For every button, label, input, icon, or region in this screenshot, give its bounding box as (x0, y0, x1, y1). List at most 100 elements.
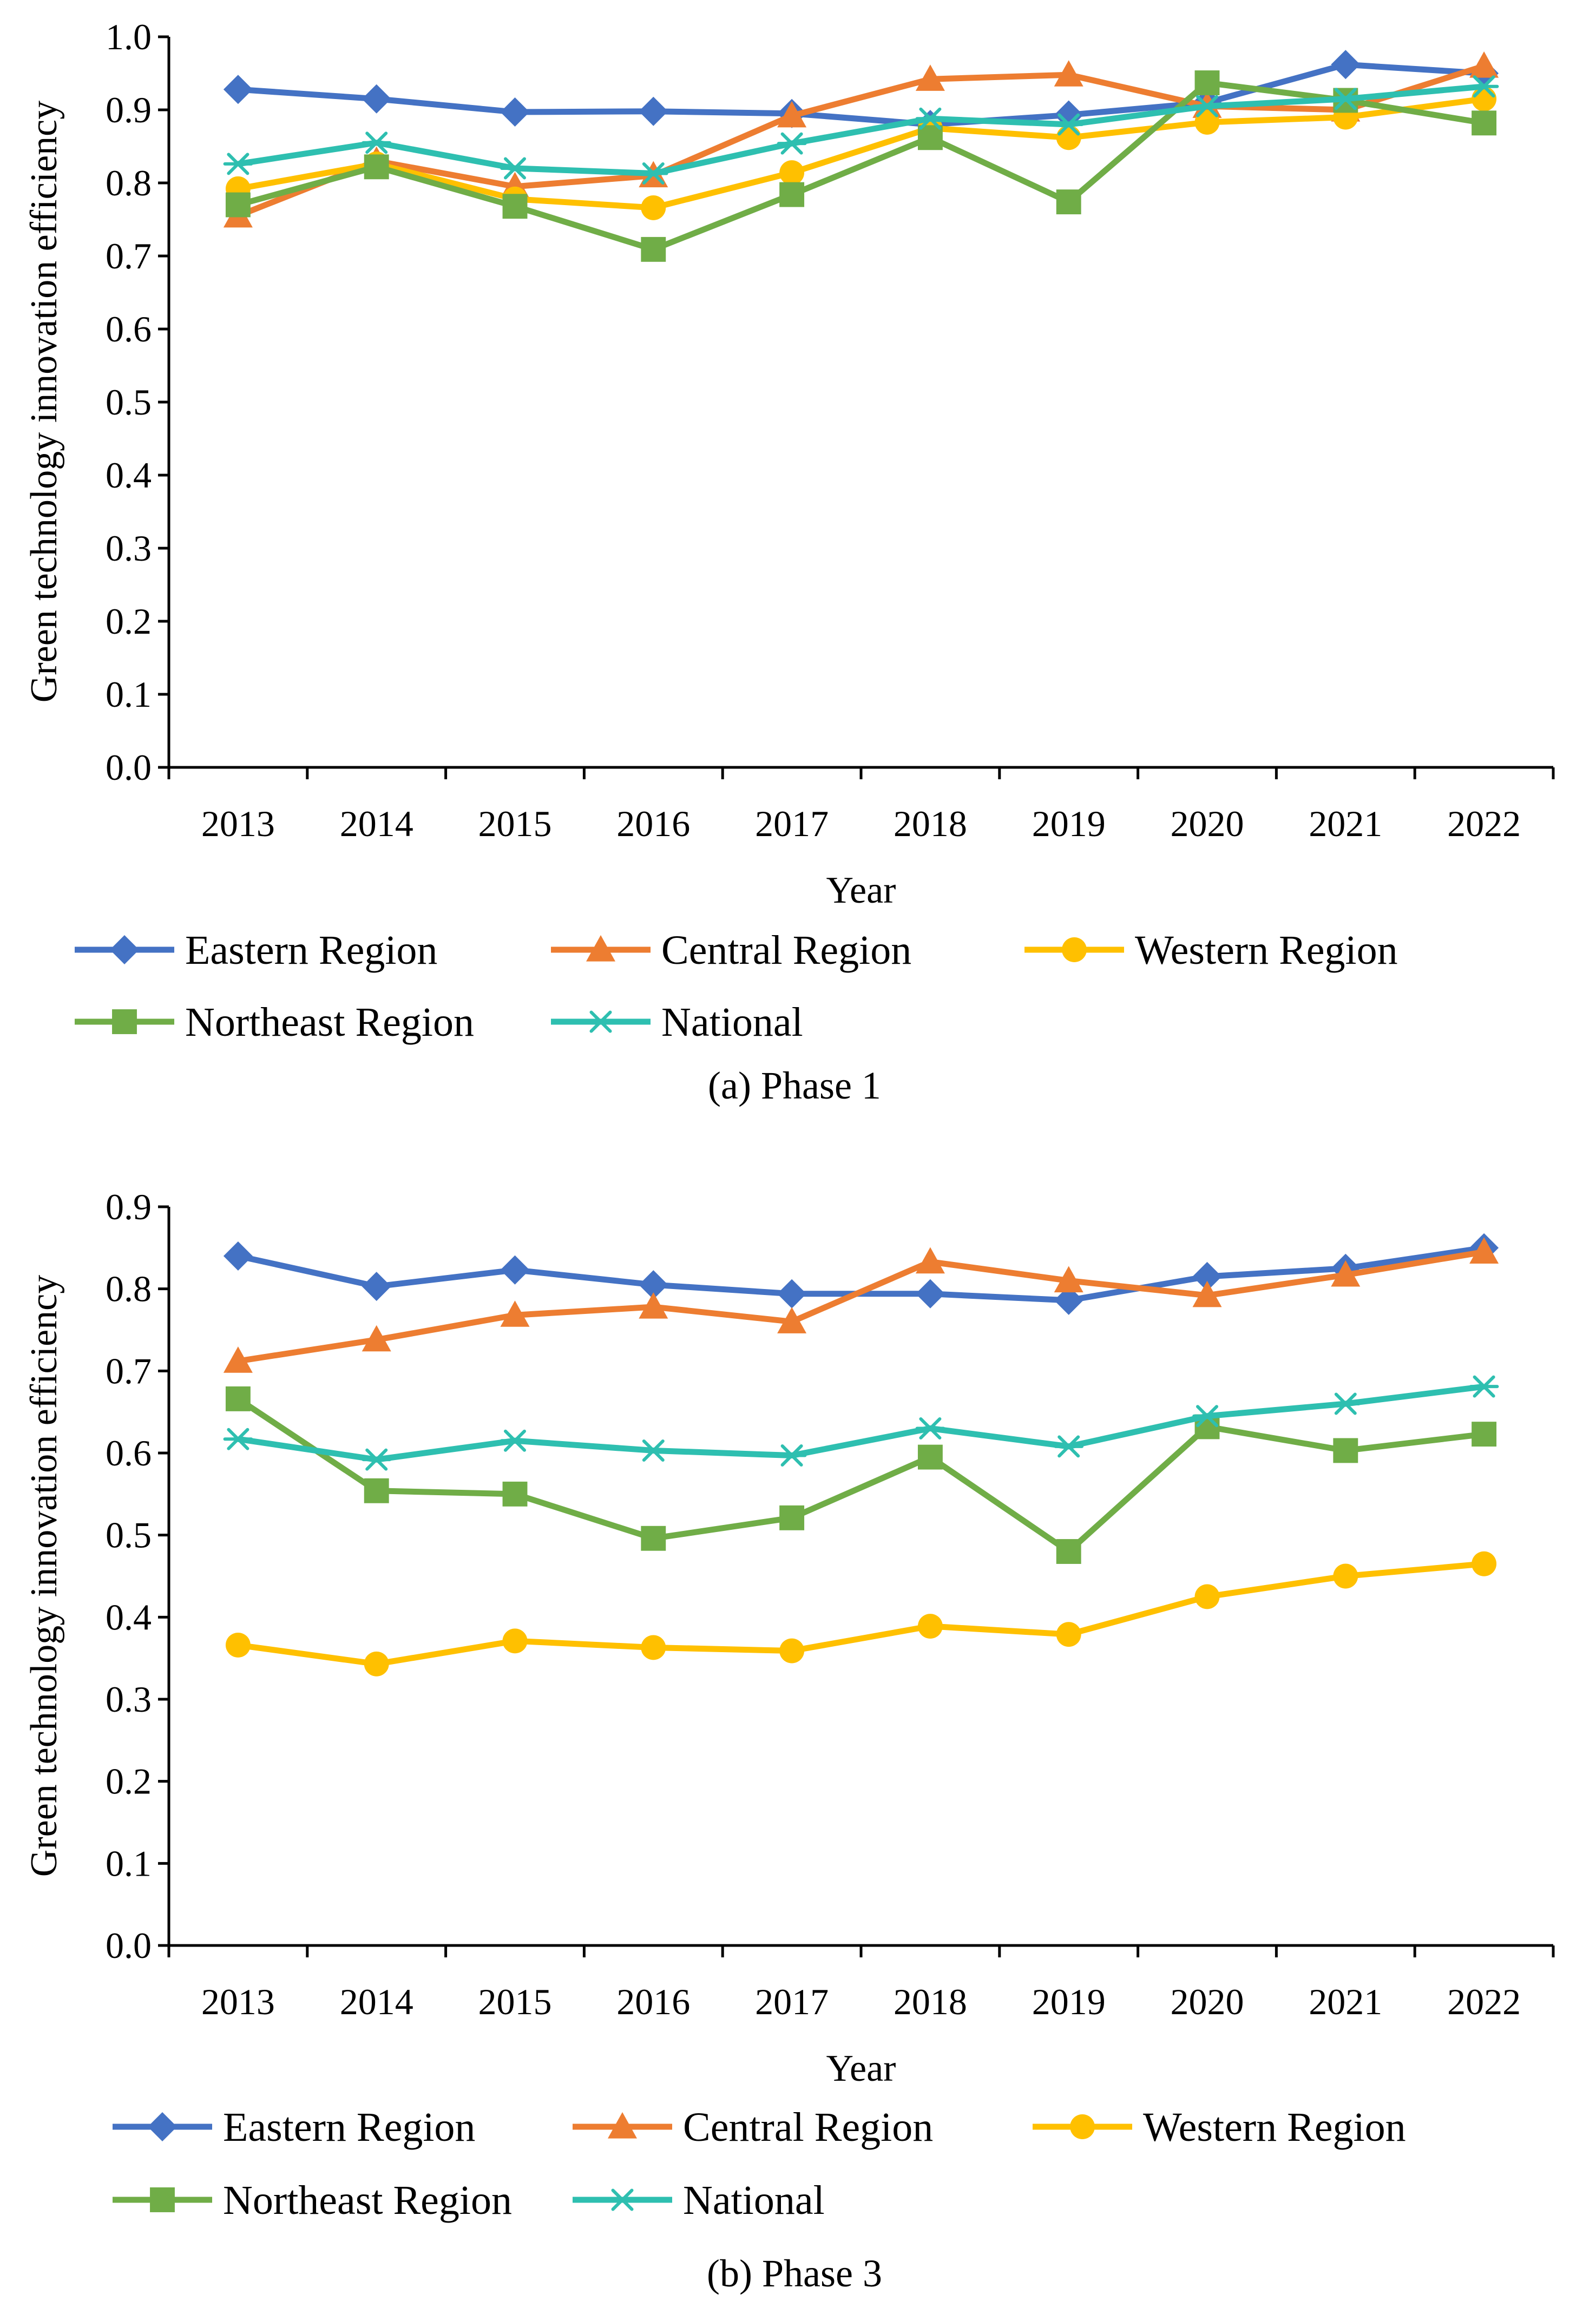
legend-label: Western Region (1135, 928, 1398, 973)
data-point-eastern-region (1192, 1261, 1222, 1291)
y-tick-label: 0.5 (106, 382, 152, 423)
legend-marker (1062, 937, 1087, 962)
series-line-national (238, 1383, 1485, 1463)
data-point-northeast-region (1472, 1422, 1497, 1447)
y-tick-label: 0.8 (106, 1268, 152, 1310)
x-tick-label: 2019 (1032, 803, 1106, 844)
data-point-northeast-region (1056, 189, 1081, 215)
legend-label: Northeast Region (185, 1000, 474, 1045)
x-tick-label: 2021 (1309, 1981, 1382, 2022)
legend-marker (607, 2188, 638, 2211)
data-point-eastern-region (777, 1279, 807, 1309)
data-point-central-region (223, 1346, 253, 1373)
data-point-western-region (779, 160, 805, 186)
data-point-eastern-region (1054, 1285, 1083, 1315)
data-point-eastern-region (915, 1279, 945, 1309)
y-tick-label: 0.6 (106, 308, 152, 350)
data-point-northeast-region (917, 1444, 943, 1470)
data-point-central-region (1192, 1280, 1222, 1307)
data-point-northeast-region (641, 236, 666, 262)
data-point-national (777, 132, 807, 155)
data-point-northeast-region (1056, 1539, 1081, 1564)
series-national (223, 1375, 1499, 1471)
data-point-northeast-region (502, 194, 528, 219)
legend: Eastern Region Central Region Western Regi… (113, 2105, 1406, 2223)
data-point-eastern-region (500, 1255, 530, 1285)
legend-item-central-region: Central Region (551, 928, 911, 973)
data-point-eastern-region (639, 1270, 668, 1300)
legend-marker (1070, 2114, 1095, 2139)
y-tick-label: 0.1 (106, 674, 152, 715)
y-tick-label: 0.1 (106, 1843, 152, 1884)
series-western-region (225, 1551, 1497, 1677)
data-point-eastern-region (639, 96, 668, 126)
data-point-eastern-region (223, 1241, 253, 1271)
x-tick-label: 2014 (340, 803, 413, 844)
plot-area: 0.00.10.20.30.40.50.60.70.80.9 2013 2014 2… (106, 1186, 1555, 2022)
data-point-central-region (639, 1292, 668, 1319)
y-tick-label: 0.4 (106, 1596, 152, 1638)
data-point-central-region (1331, 1260, 1361, 1287)
series-line-central-region (237, 63, 1485, 219)
data-point-western-region (502, 1628, 528, 1654)
y-ticks: 0.0 0.1 0.2 0.3 0.4 0.5 0.6 0.7 0.8 0.9 (106, 1186, 169, 1966)
data-point-eastern-region (362, 1272, 391, 1301)
x-tick-label: 2020 (1171, 1981, 1244, 2022)
data-point-central-region (1054, 1266, 1083, 1293)
series-central-region (223, 1237, 1499, 1373)
legend-item-central-region: Central Region (573, 2105, 933, 2150)
data-point-northeast-region (917, 125, 943, 150)
plot-area: 0.00.10.20.30.40.50.60.70.80.91.0 2013 20… (106, 16, 1555, 844)
data-point-national (915, 107, 945, 130)
data-point-national (1054, 1435, 1083, 1458)
data-point-northeast-region (1472, 110, 1497, 136)
data-point-national (223, 1428, 253, 1450)
data-point-national (1192, 95, 1222, 117)
data-point-national (777, 1444, 807, 1467)
chart-phase-1: 0.00.10.20.30.40.50.60.70.80.91.0 2013 20… (23, 16, 1555, 1107)
legend-label: National (683, 2178, 825, 2223)
data-point-central-region (362, 1325, 391, 1352)
y-ticks: 0.0 0.1 0.2 0.3 0.4 0.5 0.6 0.7 0.8 0.9 1.0 (106, 16, 169, 788)
data-point-northeast-region (364, 154, 389, 180)
data-point-eastern-region (1331, 50, 1361, 80)
x-tick-label: 2016 (616, 1981, 690, 2022)
data-point-national (915, 1417, 945, 1439)
data-point-eastern-region (223, 75, 253, 104)
x-tick-label: 2022 (1447, 1981, 1521, 2022)
x-tick-label: 2017 (755, 1981, 829, 2022)
series-line-central-region (238, 1248, 1485, 1364)
data-point-western-region (225, 1632, 251, 1658)
data-point-western-region (779, 1638, 805, 1664)
series-line-eastern-region (238, 61, 1485, 128)
series-line-northeast-region (236, 1396, 1485, 1555)
x-tick-label: 2015 (478, 803, 552, 844)
data-point-national (223, 153, 253, 175)
y-tick-label: 0.2 (106, 1761, 152, 1802)
x-tick-label: 2013 (201, 803, 275, 844)
legend-label: Eastern Region (185, 928, 437, 973)
x-tick-label: 2019 (1032, 1981, 1106, 2022)
data-point-northeast-region (641, 1526, 666, 1551)
x-tick-label: 2014 (340, 1981, 413, 2022)
data-point-western-region (641, 195, 666, 220)
legend-item-eastern-region: Eastern Region (113, 2105, 475, 2150)
data-point-national (362, 1448, 391, 1471)
y-tick-label: 0.9 (106, 1186, 152, 1227)
data-point-western-region (1472, 1551, 1497, 1576)
y-tick-label: 0.8 (106, 162, 152, 203)
data-point-northeast-region (1194, 70, 1220, 95)
x-tick-label: 2018 (894, 803, 967, 844)
data-point-northeast-region (502, 1481, 528, 1507)
x-tick-label: 2016 (616, 803, 690, 844)
data-point-eastern-region (500, 97, 530, 127)
data-point-national (1054, 113, 1083, 136)
legend-label: Central Region (661, 928, 911, 973)
data-point-national (500, 157, 530, 180)
x-tick-label: 2013 (201, 1981, 275, 2022)
chart-caption: (a) Phase 1 (708, 1064, 881, 1107)
legend-item-northeast-region: Northeast Region (113, 2178, 512, 2223)
x-tick-label: 2020 (1171, 803, 1244, 844)
data-point-national (362, 132, 391, 154)
data-point-national (1192, 1405, 1222, 1428)
